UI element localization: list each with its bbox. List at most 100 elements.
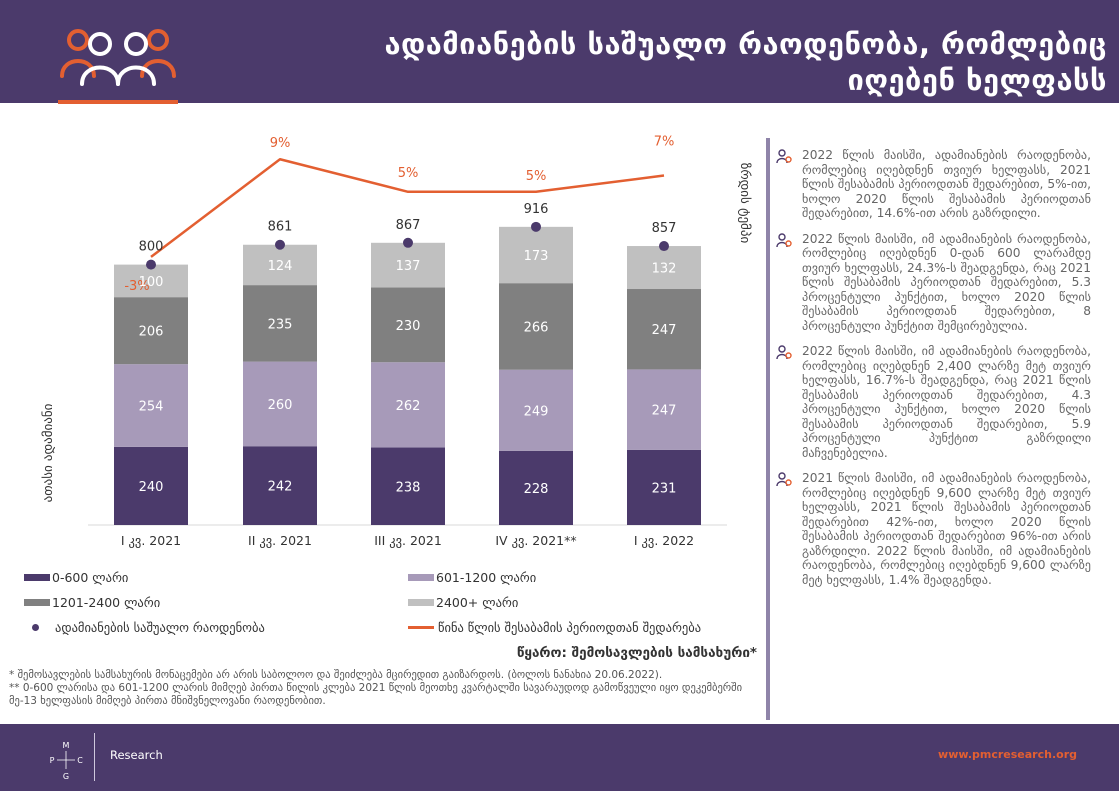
- total-dot: [531, 221, 541, 232]
- research-label: Research: [110, 748, 163, 762]
- bar-segment: [114, 264, 188, 298]
- growth-line-layer: -3% 9% 5% 5% 7%: [124, 135, 674, 294]
- bar-segment: [243, 285, 317, 362]
- logo-letter-m: M: [63, 741, 70, 750]
- title-line-1: ადამიანების საშუალო რაოდენობა, რომლებიც: [384, 27, 1107, 61]
- bar-segment: [243, 446, 317, 525]
- total-value-label: 857: [652, 221, 677, 236]
- bar-segment: [499, 369, 573, 451]
- legend-swatch: [24, 599, 50, 606]
- bar-value-label: 230: [396, 319, 421, 334]
- logo-letter-g: G: [63, 772, 69, 781]
- bars-layer: [114, 226, 701, 525]
- footer-bar: M P C G Research www.pmcresearch.org: [0, 724, 1119, 791]
- growth-line: [150, 157, 665, 258]
- total-dot: [403, 237, 413, 248]
- bar-segment: [627, 246, 701, 290]
- bar-value-label: 124: [268, 259, 293, 274]
- legend-swatch: [408, 599, 434, 606]
- person-icon: [776, 345, 792, 360]
- bar-segment: [114, 297, 188, 365]
- growth-label: 9%: [270, 136, 291, 151]
- legend-item-growth: წინა წლის შესაბამის პერიოდთან შედარება: [408, 620, 701, 635]
- finding-item: 2022 წლის მაისში, იმ ადამიანების რაოდენო…: [776, 344, 1091, 460]
- stacked-bar-chart: -3% 9% 5% 5% 7% 240 254 206 100 800 I კვ. 2021 242…: [41, 135, 752, 548]
- y-axis-label: ათასი ადამიანი: [41, 403, 56, 502]
- total-value-label: 861: [268, 220, 293, 235]
- y2-axis-label: ზრდის ტემპი: [737, 163, 752, 244]
- total-value-label: 916: [524, 202, 549, 217]
- legend-label: 0-600 ლარი: [52, 570, 129, 585]
- growth-label: 7%: [654, 135, 675, 150]
- legend-swatch: [408, 574, 434, 581]
- finding-item: 2022 წლის მაისში, ადამიანების რაოდენობა,…: [776, 148, 1091, 221]
- bar-value-label: 206: [139, 325, 164, 340]
- legend-label: ადამიანების საშუალო რაოდენობა: [55, 620, 265, 635]
- bar-segment: [499, 450, 573, 525]
- bar-segment: [627, 369, 701, 450]
- bar-value-label: 100: [139, 275, 164, 290]
- source-note: წყარო: შემოსავლების სამსახური*: [516, 645, 757, 661]
- bar-value-label: 132: [652, 262, 677, 277]
- legend-line: [408, 626, 434, 629]
- people-group-icon: [58, 29, 178, 104]
- x-tick-label: II კვ. 2021: [248, 533, 312, 548]
- legend-item-2400-plus: 2400+ ლარი: [408, 595, 518, 610]
- total-value-label: 800: [139, 240, 164, 255]
- bar-value-label: 262: [396, 399, 421, 414]
- growth-label: 5%: [526, 169, 547, 184]
- total-value-label: 867: [396, 218, 421, 233]
- legend-dot: [32, 624, 39, 631]
- footnotes: * შემოსავლების სამსახურის მონაცემები არ …: [9, 669, 749, 708]
- person-icon: [776, 232, 792, 247]
- bar-segment: [627, 449, 701, 525]
- bar-value-label: 240: [139, 480, 164, 495]
- bar-value-label: 260: [268, 398, 293, 413]
- bar-segment: [243, 361, 317, 447]
- finding-text: 2021 წლის მაისში, იმ ადამიანების რაოდენო…: [802, 471, 1091, 587]
- bar-segment: [627, 289, 701, 370]
- vertical-divider: [766, 138, 770, 720]
- title-line-2: იღებენ ხელფასს: [847, 63, 1107, 97]
- website-link[interactable]: www.pmcresearch.org: [938, 748, 1077, 761]
- pmc-logo: M P C G: [50, 741, 84, 781]
- legend-swatch: [24, 574, 50, 581]
- page-title: ადამიანების საშუალო რაოდენობა, რომლებიც …: [187, 26, 1107, 98]
- bar-value-label: 242: [268, 480, 293, 495]
- header-banner: ადამიანების საშუალო რაოდენობა, რომლებიც …: [0, 0, 1119, 104]
- legend-item-0-600: 0-600 ლარი: [24, 570, 128, 585]
- bar-value-label: 249: [524, 404, 549, 419]
- bar-segment: [114, 446, 188, 525]
- footnote-1: * შემოსავლების სამსახურის მონაცემები არ …: [9, 669, 663, 681]
- legend-label: 1201-2400 ლარი: [52, 595, 161, 610]
- person-icon: [776, 472, 792, 487]
- key-findings: 2022 წლის მაისში, ადამიანების რაოდენობა,…: [776, 148, 1091, 598]
- finding-text: 2022 წლის მაისში, ადამიანების რაოდენობა,…: [802, 148, 1091, 220]
- legend-item-1201-2400: 1201-2400 ლარი: [24, 595, 160, 610]
- bar-segment: [371, 287, 445, 363]
- total-dot: [275, 239, 285, 250]
- logo-letter-c: C: [77, 756, 83, 765]
- bar-segment: [499, 226, 573, 284]
- footnote-2: ** 0-600 ლარისა და 601-1200 ლარის მიმღებ…: [9, 682, 743, 707]
- bar-value-label: 173: [524, 249, 549, 264]
- logo-letter-p: P: [50, 756, 55, 765]
- finding-text: 2022 წლის მაისში, იმ ადამიანების რაოდენო…: [802, 344, 1091, 460]
- finding-item: 2022 წლის მაისში, იმ ადამიანების რაოდენო…: [776, 232, 1091, 334]
- growth-label: 5%: [398, 166, 419, 181]
- bar-value-label: 247: [652, 323, 677, 338]
- bar-value-label: 137: [396, 259, 421, 274]
- legend-label: 601-1200 ლარი: [436, 570, 537, 585]
- growth-label: -3%: [124, 279, 149, 294]
- bar-segment: [371, 362, 445, 448]
- bar-value-label: 231: [652, 481, 677, 496]
- bar-value-label: 238: [396, 480, 421, 495]
- total-dot: [659, 241, 669, 252]
- bar-value-label: 228: [524, 482, 549, 497]
- bar-segment: [243, 244, 317, 286]
- bar-value-label: 235: [268, 317, 293, 332]
- bar-segment: [499, 283, 573, 370]
- bar-value-label: 266: [524, 320, 549, 335]
- x-tick-label: III კვ. 2021: [374, 533, 442, 548]
- finding-item: 2021 წლის მაისში, იმ ადამიანების რაოდენო…: [776, 471, 1091, 587]
